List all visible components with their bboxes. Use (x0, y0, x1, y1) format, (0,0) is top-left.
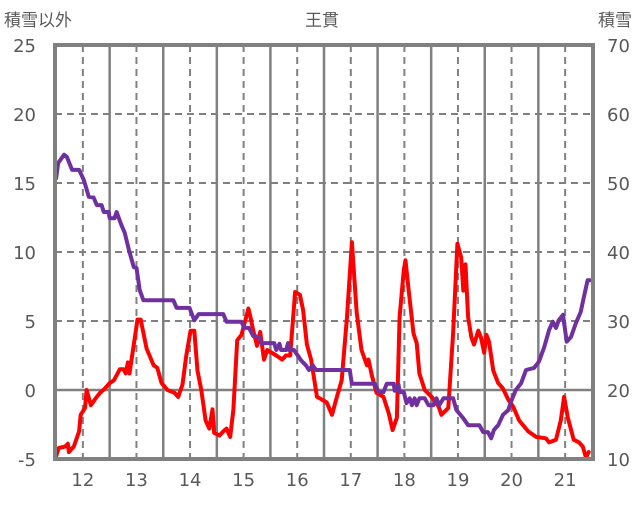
x-tick-label: 16 (286, 470, 309, 491)
x-tick-label: 19 (447, 470, 470, 491)
right-axis-ticks: 70 60 50 40 30 20 10 (607, 36, 630, 471)
x-axis-ticks: 12 13 14 15 16 17 18 19 20 21 (71, 470, 576, 491)
right-y-tick-label: 30 (607, 312, 630, 333)
right-y-tick-label: 40 (607, 243, 630, 264)
left-y-tick-label: 20 (13, 105, 36, 126)
right-y-tick-label: 70 (607, 36, 630, 57)
series-layer (54, 152, 592, 460)
x-tick-label: 20 (500, 470, 523, 491)
right-y-tick-label: 50 (607, 174, 630, 195)
grid (55, 45, 593, 459)
x-tick-label: 12 (71, 470, 94, 491)
x-tick-label: 21 (554, 470, 577, 491)
x-tick-label: 13 (125, 470, 148, 491)
left-y-tick-label: 5 (25, 312, 36, 333)
x-tick-label: 17 (339, 470, 362, 491)
chart-title: 王貫 (305, 11, 339, 31)
right-axis-title: 積雪 (598, 11, 632, 31)
right-y-tick-label: 10 (607, 450, 630, 471)
left-y-tick-label: 10 (13, 243, 36, 264)
x-tick-label: 15 (232, 470, 255, 491)
x-tick-label: 14 (179, 470, 202, 491)
left-y-tick-label: 0 (25, 381, 36, 402)
left-y-tick-label: 15 (13, 174, 36, 195)
right-y-tick-label: 60 (607, 105, 630, 126)
plot-frame (53, 43, 595, 461)
series-line-non-snow (54, 240, 591, 460)
left-axis-title: 積雪以外 (4, 11, 72, 31)
right-y-tick-label: 20 (607, 381, 630, 402)
series-line-snow (54, 152, 592, 441)
left-axis-ticks: 25 20 15 10 5 0 -5 (13, 36, 36, 471)
left-y-tick-label: -5 (18, 450, 36, 471)
left-y-tick-label: 25 (13, 36, 36, 57)
x-tick-label: 18 (393, 470, 416, 491)
